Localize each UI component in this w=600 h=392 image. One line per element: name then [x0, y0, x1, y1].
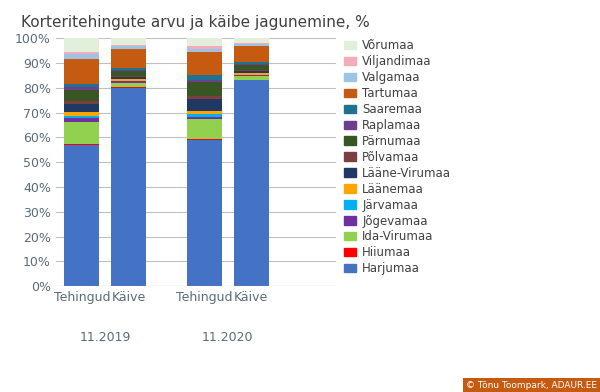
Bar	[233, 80, 269, 286]
Bar	[187, 80, 222, 82]
Legend: Võrumaa, Viljandimaa, Valgamaa, Tartumaa, Saaremaa, Raplamaa, Pärnumaa, Põlvamaa: Võrumaa, Viljandimaa, Valgamaa, Tartumaa…	[344, 39, 451, 275]
Bar	[111, 81, 146, 82]
Bar	[233, 75, 269, 76]
Bar	[233, 65, 269, 70]
Bar	[233, 70, 269, 71]
Bar	[64, 122, 100, 144]
Bar	[233, 73, 269, 74]
Bar	[64, 103, 100, 112]
Bar	[64, 84, 100, 87]
Bar	[64, 87, 100, 90]
Bar	[233, 71, 269, 73]
Bar	[111, 49, 146, 68]
Bar	[187, 119, 222, 139]
Bar	[111, 46, 146, 49]
Bar	[233, 74, 269, 75]
Bar	[233, 43, 269, 44]
Bar	[187, 49, 222, 52]
Title: Korteritehingute arvu ja käibe jagunemine, %: Korteritehingute arvu ja käibe jagunemin…	[22, 15, 370, 30]
Bar	[111, 45, 146, 46]
Bar	[111, 68, 146, 70]
Bar	[187, 38, 222, 46]
Bar	[111, 71, 146, 76]
Bar	[64, 144, 100, 145]
Bar	[111, 80, 146, 81]
Bar	[64, 112, 100, 116]
Bar	[233, 46, 269, 62]
Text: 11.2020: 11.2020	[202, 331, 254, 344]
Bar	[187, 117, 222, 119]
Bar	[111, 77, 146, 79]
Bar	[187, 100, 222, 111]
Bar	[187, 114, 222, 117]
Bar	[111, 79, 146, 80]
Bar	[64, 101, 100, 103]
Bar	[111, 70, 146, 71]
Bar	[187, 139, 222, 140]
Bar	[64, 90, 100, 101]
Bar	[111, 82, 146, 87]
Bar	[233, 76, 269, 80]
Bar	[187, 82, 222, 96]
Bar	[187, 96, 222, 100]
Bar	[233, 64, 269, 65]
Bar	[64, 116, 100, 118]
Bar	[64, 59, 100, 84]
Bar	[233, 62, 269, 64]
Bar	[64, 38, 100, 52]
Bar	[111, 76, 146, 77]
Bar	[187, 46, 222, 49]
Bar	[233, 44, 269, 46]
Bar	[187, 74, 222, 80]
Text: 11.2019: 11.2019	[80, 331, 131, 344]
Bar	[187, 52, 222, 74]
Bar	[111, 88, 146, 286]
Bar	[64, 118, 100, 122]
Bar	[64, 145, 100, 286]
Bar	[64, 54, 100, 59]
Bar	[111, 38, 146, 45]
Bar	[64, 52, 100, 54]
Bar	[187, 140, 222, 286]
Bar	[233, 38, 269, 43]
Text: © Tõnu Toompark, ADAUR.EE: © Tõnu Toompark, ADAUR.EE	[466, 381, 597, 390]
Bar	[187, 111, 222, 114]
